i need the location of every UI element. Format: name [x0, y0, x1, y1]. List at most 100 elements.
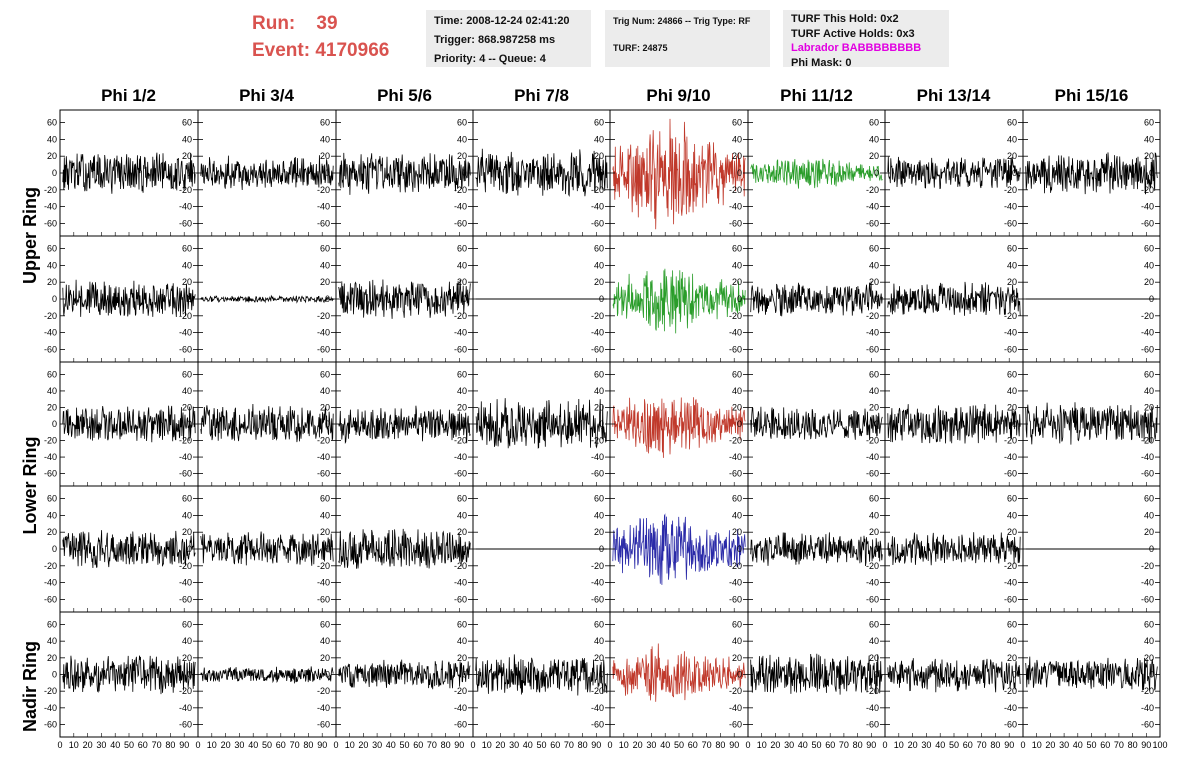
y-tick-label: 0 — [1149, 419, 1154, 429]
x-tick-label: 10 — [345, 740, 355, 750]
y-tick-label: 60 — [732, 118, 742, 128]
y-tick-label: -60 — [1141, 594, 1154, 604]
waveform-trace — [750, 281, 883, 317]
x-tick-label: 70 — [702, 740, 712, 750]
y-tick-label: 40 — [732, 260, 742, 270]
x-tick-label: 0 — [470, 740, 475, 750]
y-tick-label: 40 — [869, 134, 879, 144]
y-tick-label: 20 — [457, 527, 467, 537]
y-tick-label: -60 — [591, 720, 604, 730]
y-tick-label: 40 — [869, 636, 879, 646]
y-tick-label: -60 — [1004, 720, 1017, 730]
x-tick-label: 10 — [69, 740, 79, 750]
y-tick-label: -20 — [1004, 561, 1017, 571]
y-tick-label: -60 — [729, 720, 742, 730]
x-tick-label: 70 — [427, 740, 437, 750]
y-tick-label: -20 — [44, 311, 57, 321]
y-tick-label: -40 — [866, 703, 879, 713]
x-tick-label: 90 — [591, 740, 601, 750]
y-tick-label: 20 — [594, 527, 604, 537]
y-tick-label: -40 — [1141, 578, 1154, 588]
x-tick-label: 50 — [1086, 740, 1096, 750]
y-tick-label: -20 — [454, 185, 467, 195]
y-tick-label: 20 — [869, 653, 879, 663]
waveform-trace — [475, 148, 608, 198]
waveform-trace — [1025, 402, 1158, 445]
x-tick-label: 60 — [413, 740, 423, 750]
y-tick-label: 60 — [47, 494, 57, 504]
x-tick-label: 90 — [317, 740, 327, 750]
x-tick-label: 80 — [990, 740, 1000, 750]
y-tick-label: 20 — [1144, 653, 1154, 663]
y-tick-label: -20 — [1004, 686, 1017, 696]
y-tick-label: 60 — [457, 244, 467, 254]
panel-frame — [884, 361, 1024, 487]
y-tick-label: 40 — [182, 260, 192, 270]
y-tick-label: -60 — [179, 218, 192, 228]
x-tick-label: 80 — [165, 740, 175, 750]
y-tick-label: 20 — [320, 653, 330, 663]
y-tick-label: -40 — [591, 703, 604, 713]
y-tick-label: 20 — [182, 527, 192, 537]
y-tick-label: 60 — [1007, 118, 1017, 128]
waveform-trace — [887, 658, 1021, 693]
y-tick-label: -40 — [729, 703, 742, 713]
y-tick-label: 0 — [737, 294, 742, 304]
y-tick-label: 0 — [52, 419, 57, 429]
y-tick-label: 60 — [320, 244, 330, 254]
y-tick-label: -20 — [591, 686, 604, 696]
x-tick-label: 90 — [179, 740, 189, 750]
time-info-box: Time: 2008-12-24 02:41:20 Trigger: 868.9… — [426, 10, 591, 67]
trig-text: Trig Num: 24866 -- Trig Type: RF — [613, 16, 751, 26]
x-tick-label: 30 — [372, 740, 382, 750]
y-tick-label: -20 — [866, 686, 879, 696]
y-tick-label: -60 — [317, 469, 330, 479]
y-tick-label: 40 — [47, 636, 57, 646]
x-tick-label: 10 — [894, 740, 904, 750]
waveform-trace — [612, 643, 746, 702]
y-tick-label: -60 — [1004, 594, 1017, 604]
y-tick-label: -20 — [44, 686, 57, 696]
y-tick-label: 60 — [457, 620, 467, 630]
y-tick-label: 60 — [1007, 244, 1017, 254]
y-tick-label: 40 — [732, 134, 742, 144]
y-tick-label: 0 — [462, 294, 467, 304]
y-tick-label: 40 — [182, 386, 192, 396]
y-tick-label: 20 — [1007, 653, 1017, 663]
y-tick-label: -60 — [454, 469, 467, 479]
x-tick-label: 20 — [633, 740, 643, 750]
y-tick-label: -20 — [1141, 185, 1154, 195]
x-tick-label: 20 — [83, 740, 93, 750]
waveform-trace — [338, 405, 471, 444]
y-tick-label: 20 — [457, 151, 467, 161]
run-row: Run: 39 — [252, 10, 389, 37]
y-tick-label: 40 — [869, 386, 879, 396]
y-tick-label: -20 — [44, 185, 57, 195]
column-header-phi-7-8: Phi 7/8 — [514, 86, 569, 105]
waveform-trace — [200, 531, 334, 566]
y-tick-label: 60 — [869, 620, 879, 630]
y-tick-label: -60 — [454, 218, 467, 228]
x-tick-label: 20 — [358, 740, 368, 750]
x-tick-label: 90 — [866, 740, 876, 750]
waveform-trace — [475, 654, 608, 696]
y-tick-label: 40 — [594, 260, 604, 270]
y-tick-label: 60 — [732, 244, 742, 254]
x-tick-label: 10 — [207, 740, 217, 750]
y-tick-label: -60 — [317, 720, 330, 730]
x-tick-label: 10 — [1032, 740, 1042, 750]
y-tick-label: 40 — [1007, 260, 1017, 270]
y-tick-label: 20 — [1144, 151, 1154, 161]
y-tick-label: -20 — [591, 436, 604, 446]
y-tick-label: 0 — [874, 168, 879, 178]
y-tick-label: -40 — [454, 578, 467, 588]
waveform-trace — [612, 513, 746, 585]
y-tick-label: -40 — [179, 328, 192, 338]
waveform-trace — [338, 152, 471, 195]
y-tick-label: 20 — [869, 151, 879, 161]
y-tick-label: 20 — [182, 277, 192, 287]
x-tick-label: 60 — [550, 740, 560, 750]
y-tick-label: -60 — [317, 344, 330, 354]
y-tick-label: -40 — [454, 202, 467, 212]
